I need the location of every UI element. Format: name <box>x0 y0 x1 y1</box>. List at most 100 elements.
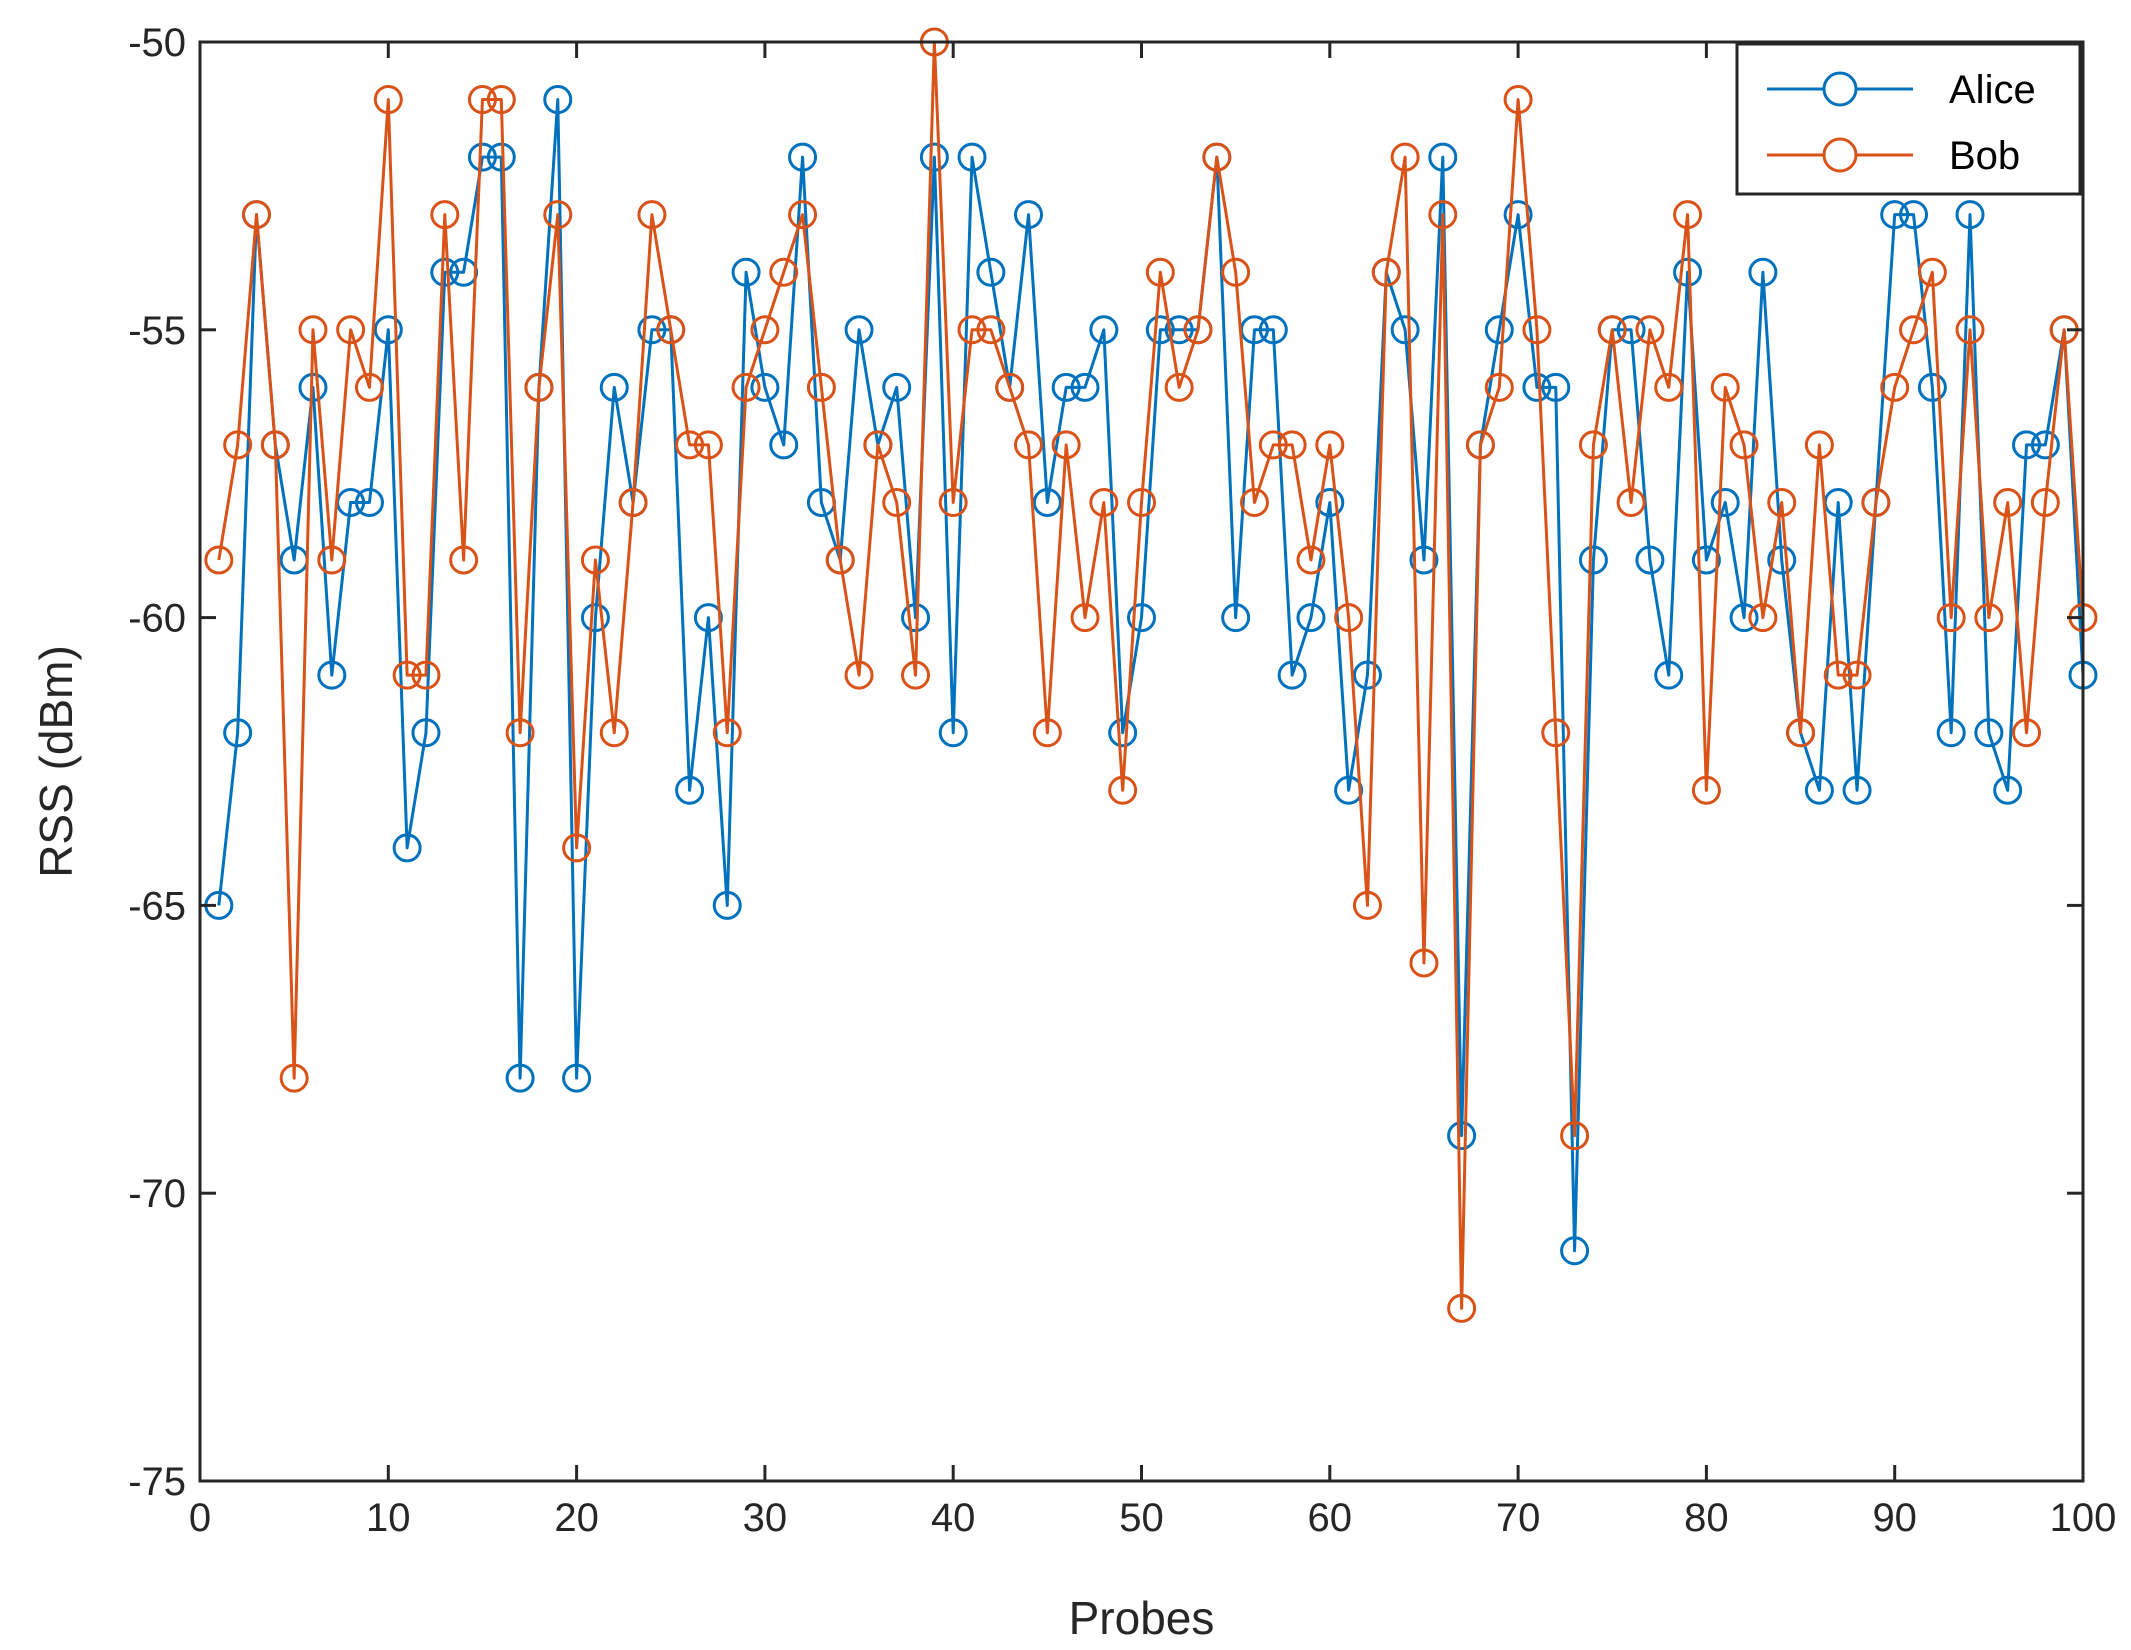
data-point-bob <box>1239 487 1269 517</box>
data-point-alice <box>1390 315 1420 345</box>
data-point-bob <box>2012 718 2042 748</box>
axes-layer: 0 10 20 30 40 50 60 70 80 90 100 -75 -70 -65 -60 -55 -50 <box>128 21 2116 1540</box>
data-point-bob <box>1597 315 1627 345</box>
data-point-alice <box>1955 200 1985 230</box>
y-tick-label: -60 <box>128 597 186 641</box>
data-point-bob <box>1673 200 1703 230</box>
y-axis-label: RSS (dBm) <box>30 645 82 878</box>
data-point-alice <box>373 315 403 345</box>
data-point-alice <box>223 718 253 748</box>
data-point-bob <box>1428 200 1458 230</box>
data-point-bob <box>976 315 1006 345</box>
data-point-bob <box>712 718 742 748</box>
data-point-alice <box>788 142 818 172</box>
y-tick-label: -65 <box>128 884 186 928</box>
x-tick-label: 60 <box>1308 1496 1353 1540</box>
data-point-bob <box>901 660 931 690</box>
data-point-bob <box>1804 430 1834 460</box>
data-point-bob <box>580 545 610 575</box>
data-point-alice <box>580 603 610 633</box>
data-point-bob <box>241 200 271 230</box>
data-point-bob <box>467 85 497 115</box>
data-point-bob <box>1447 1293 1477 1323</box>
data-point-alice <box>693 603 723 633</box>
x-axis-label: Probes <box>1069 1592 1215 1644</box>
data-point-alice <box>637 315 667 345</box>
data-point-alice <box>1691 545 1721 575</box>
data-point-alice <box>712 890 742 920</box>
data-point-bob <box>1352 890 1382 920</box>
series-line-alice <box>217 98 2085 1253</box>
data-point-bob <box>1880 372 1910 402</box>
data-point-bob <box>1484 372 1514 402</box>
data-point-alice <box>354 487 384 517</box>
data-point-alice <box>1409 545 1439 575</box>
data-point-bob <box>223 430 253 460</box>
x-tick-label: 90 <box>1872 1496 1917 1540</box>
data-point-alice <box>957 142 987 172</box>
plot-background <box>200 42 2083 1481</box>
data-point-alice <box>1108 718 1138 748</box>
legend: Alice Bob <box>1735 42 2082 196</box>
x-tick-label: 0 <box>189 1496 211 1540</box>
data-point-alice <box>1710 487 1740 517</box>
data-point-alice <box>1560 1236 1590 1266</box>
data-point-alice <box>1296 603 1326 633</box>
data-point-bob <box>995 372 1025 402</box>
data-point-alice <box>1277 660 1307 690</box>
data-point-alice <box>2030 430 2060 460</box>
data-point-bob <box>1070 603 1100 633</box>
data-point-alice <box>919 142 949 172</box>
y-tick-label: -50 <box>128 21 186 65</box>
x-tick-label: 100 <box>2050 1496 2117 1540</box>
data-point-bob <box>524 372 554 402</box>
data-point-bob <box>1729 430 1759 460</box>
data-point-bob <box>336 315 366 345</box>
data-point-bob <box>1465 430 1495 460</box>
data-point-bob <box>731 372 761 402</box>
data-point-bob <box>1541 718 1571 748</box>
data-point-alice <box>1804 775 1834 805</box>
data-point-bob <box>1164 372 1194 402</box>
data-point-bob <box>769 257 799 287</box>
data-point-bob <box>675 430 705 460</box>
data-point-alice <box>1051 372 1081 402</box>
series-bob <box>204 27 2098 1323</box>
data-point-bob <box>863 430 893 460</box>
data-point-bob <box>1277 430 1307 460</box>
data-point-alice <box>1014 200 1044 230</box>
data-point-bob <box>486 85 516 115</box>
data-point-alice <box>1258 315 1288 345</box>
data-point-bob <box>1578 430 1608 460</box>
data-point-bob <box>1936 603 1966 633</box>
data-point-bob <box>1861 487 1891 517</box>
data-point-alice <box>1221 603 1251 633</box>
data-point-bob <box>825 545 855 575</box>
data-point-alice <box>1089 315 1119 345</box>
data-point-bob <box>204 545 234 575</box>
data-point-bob <box>1315 430 1345 460</box>
data-point-bob <box>1767 487 1797 517</box>
data-point-alice <box>1428 142 1458 172</box>
data-point-alice <box>1503 200 1533 230</box>
data-point-bob <box>1560 1121 1590 1151</box>
data-point-alice <box>1767 545 1797 575</box>
data-point-bob <box>844 660 874 690</box>
data-point-bob <box>317 545 347 575</box>
data-point-alice <box>1315 487 1345 517</box>
data-point-bob <box>1786 718 1816 748</box>
data-point-bob <box>373 85 403 115</box>
series-line-bob <box>217 40 2085 1310</box>
data-point-alice <box>467 142 497 172</box>
data-point-alice <box>976 257 1006 287</box>
y-tick-label: -70 <box>128 1172 186 1216</box>
data-point-bob <box>1051 430 1081 460</box>
data-point-bob <box>543 200 573 230</box>
data-point-bob <box>1842 660 1872 690</box>
data-point-bob <box>449 545 479 575</box>
data-point-bob <box>618 487 648 517</box>
data-point-alice <box>1070 372 1100 402</box>
data-point-bob <box>693 430 723 460</box>
data-point-bob <box>1974 603 2004 633</box>
data-point-alice <box>1522 372 1552 402</box>
